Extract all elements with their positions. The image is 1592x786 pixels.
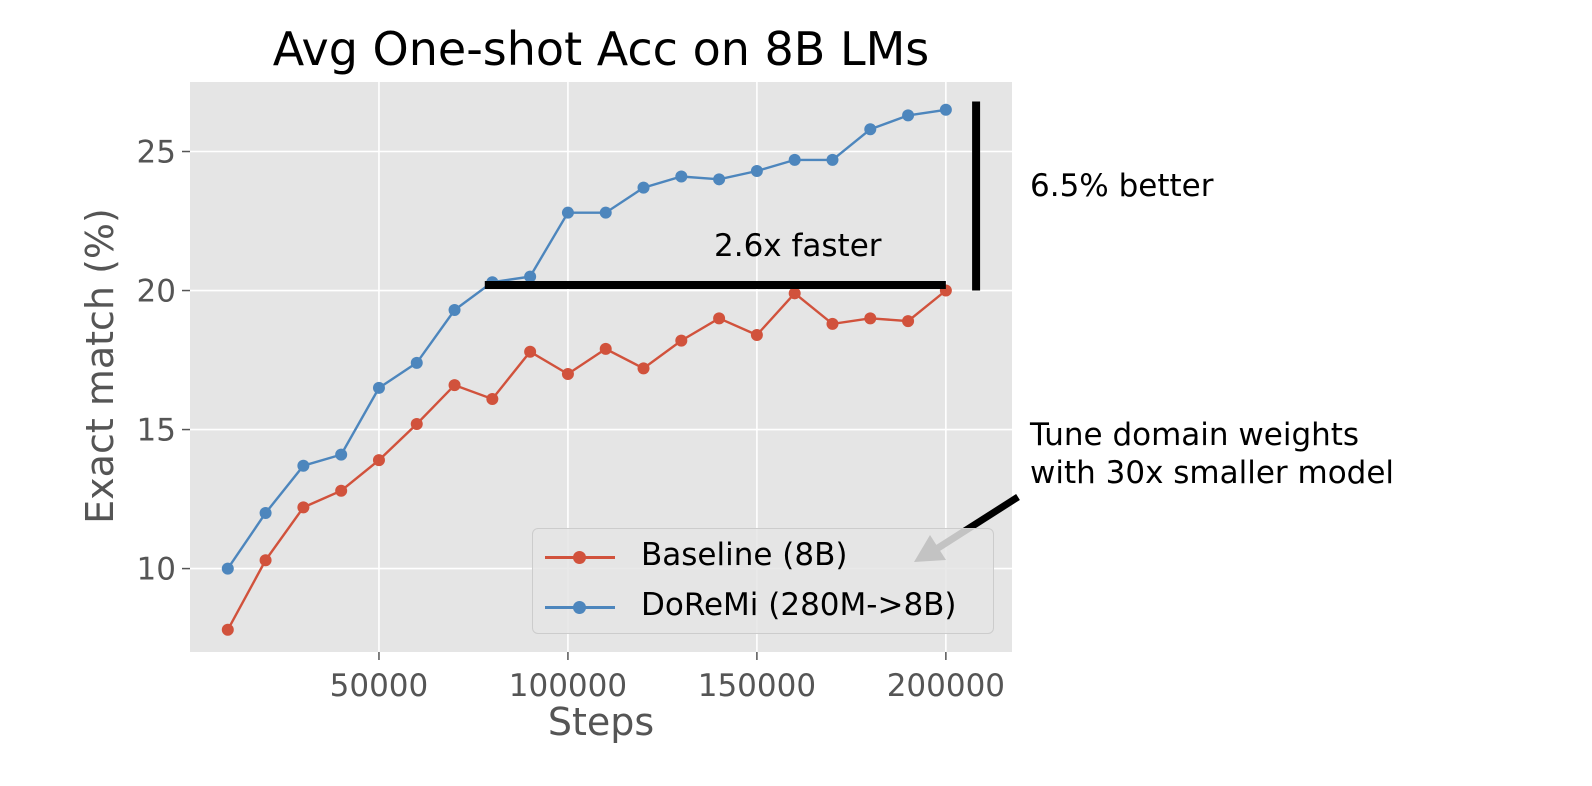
annotation-tune: Tune domain weights with 30x smaller mod… (1030, 416, 1394, 492)
annotation-tune-line2: with 30x smaller model (1030, 455, 1395, 491)
data-point-doremi (902, 109, 915, 122)
legend-label-doremi: DoReMi (280M->8B) (641, 587, 957, 623)
chart-title: Avg One-shot Acc on 8B LMs (272, 22, 930, 76)
data-point-baseline (864, 312, 877, 325)
x-tick-label: 50000 (330, 668, 429, 704)
y-tick-label: 10 (137, 552, 176, 588)
data-point-baseline (902, 315, 915, 328)
y-axis-label: Exact match (%) (78, 208, 122, 524)
annotation-tune-line1: Tune domain weights (1030, 417, 1360, 453)
data-point-doremi (826, 153, 839, 166)
data-point-baseline (410, 418, 423, 430)
data-point-baseline (335, 484, 348, 497)
annotation-better: 6.5% better (1030, 168, 1214, 204)
y-tick-label: 15 (137, 413, 176, 449)
data-point-baseline (599, 342, 612, 355)
data-point-doremi (788, 153, 801, 166)
data-point-baseline (259, 554, 272, 567)
data-point-doremi (561, 206, 574, 219)
y-tick-label: 20 (137, 274, 176, 310)
x-tick-label: 150000 (698, 668, 816, 704)
series-line-doremi (226, 108, 947, 570)
data-point-baseline (675, 334, 688, 347)
data-point-doremi (713, 173, 726, 186)
data-point-doremi (524, 270, 537, 283)
data-point-baseline (486, 392, 499, 405)
legend-marker-doremi (573, 601, 586, 614)
data-point-doremi (297, 459, 310, 472)
x-axis-label: Steps (547, 700, 655, 744)
data-point-baseline (221, 623, 234, 636)
data-point-baseline (561, 367, 574, 380)
data-point-doremi (939, 103, 952, 116)
data-point-baseline (372, 454, 385, 467)
legend-item-doremi: DoReMi (280M->8B) (533, 583, 993, 631)
data-point-baseline (448, 379, 461, 392)
data-point-doremi (335, 448, 348, 461)
data-point-baseline (750, 329, 763, 342)
data-point-doremi (675, 170, 688, 183)
data-point-doremi (448, 304, 461, 316)
annotation-faster: 2.6x faster (714, 228, 882, 264)
data-point-doremi (864, 123, 877, 136)
data-point-doremi (410, 356, 423, 369)
data-point-baseline (826, 317, 839, 330)
data-point-doremi (259, 506, 272, 519)
data-point-baseline (788, 287, 801, 300)
data-point-doremi (637, 181, 650, 194)
legend-label-baseline: Baseline (8B) (641, 537, 848, 573)
legend-marker-baseline (573, 551, 586, 564)
chart-legend: Baseline (8B) DoReMi (280M->8B) (532, 528, 994, 634)
series-line-baseline (226, 289, 947, 631)
data-point-baseline (713, 312, 726, 325)
legend-item-baseline: Baseline (8B) (533, 533, 993, 581)
data-point-doremi (221, 562, 234, 575)
data-point-baseline (524, 345, 537, 358)
x-tick-label: 100000 (509, 668, 627, 704)
data-point-doremi (750, 164, 763, 177)
data-point-baseline (297, 501, 310, 514)
y-tick-label: 25 (137, 135, 176, 171)
data-point-baseline (637, 362, 650, 375)
x-tick-label: 200000 (887, 668, 1005, 704)
data-point-doremi (599, 206, 612, 219)
data-point-doremi (372, 381, 385, 394)
